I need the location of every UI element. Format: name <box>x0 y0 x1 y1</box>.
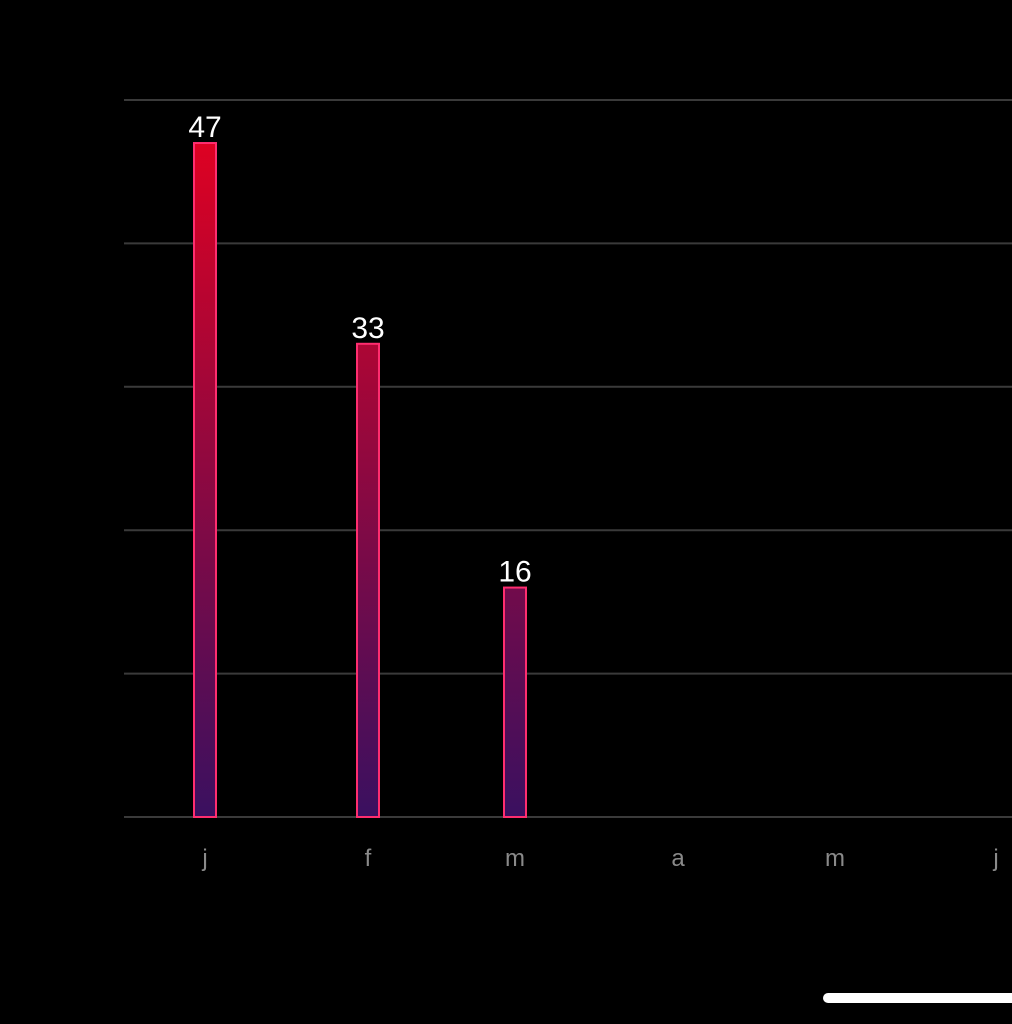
gridlines <box>124 99 1012 818</box>
bar <box>193 142 217 818</box>
bars <box>193 142 527 818</box>
x-tick-label: j <box>992 845 998 872</box>
x-tick-label: f <box>365 845 372 872</box>
x-tick-label: m <box>825 845 845 872</box>
x-tick-label: j <box>201 845 207 872</box>
bar <box>356 342 380 818</box>
x-tick-label: a <box>671 845 685 872</box>
data-label: 33 <box>351 312 384 345</box>
x-tick-label: m <box>505 845 525 872</box>
data-label: 47 <box>188 111 221 144</box>
data-labels: 47 33 16 <box>188 111 531 589</box>
home-indicator[interactable] <box>823 993 1012 1003</box>
data-label: 16 <box>498 556 531 589</box>
bar <box>503 586 527 818</box>
